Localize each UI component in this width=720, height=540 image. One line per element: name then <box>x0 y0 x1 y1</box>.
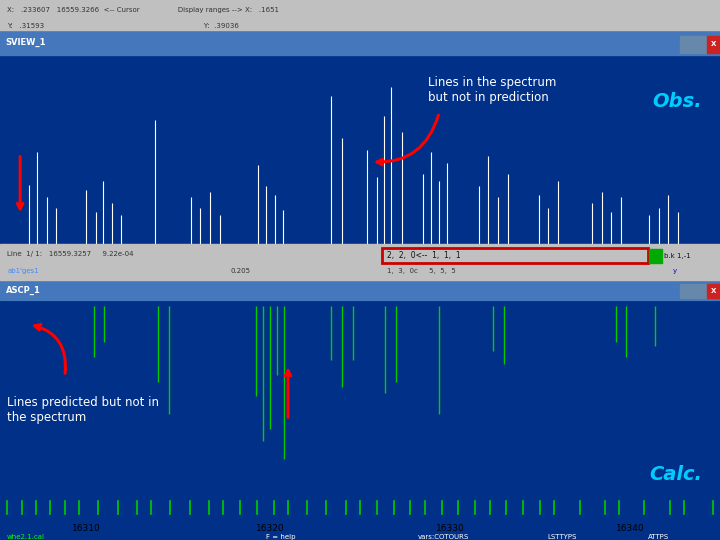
Text: 16320: 16320 <box>256 523 284 532</box>
Bar <box>693 284 706 298</box>
Text: X: X <box>711 41 716 47</box>
Bar <box>707 36 720 53</box>
Text: Line  1/ 1:   16559.3257     9.22e-04: Line 1/ 1: 16559.3257 9.22e-04 <box>7 251 134 257</box>
Text: ab1'ges1: ab1'ges1 <box>7 268 39 274</box>
Text: Calc.: Calc. <box>649 465 702 484</box>
Text: 1,  3,  0c     5,  5,  5: 1, 3, 0c 5, 5, 5 <box>387 268 456 274</box>
Text: Double chlorine nuclear quadrupole hyperfine structure:: Double chlorine nuclear quadrupole hyper… <box>11 17 679 38</box>
Text: 16340: 16340 <box>616 523 644 532</box>
Text: b.k 1,-1: b.k 1,-1 <box>664 253 690 259</box>
Text: ATTPS: ATTPS <box>648 534 669 540</box>
Text: Y:   .31593                                                                     : Y: .31593 <box>7 23 239 29</box>
Text: 16340: 16340 <box>615 266 645 276</box>
Text: Obs.: Obs. <box>652 92 702 111</box>
Text: 2,  2,  0<--  1,  1,  1: 2, 2, 0<-- 1, 1, 1 <box>387 252 461 260</box>
Text: 16310: 16310 <box>71 266 102 276</box>
Text: y: y <box>673 268 678 274</box>
Bar <box>680 284 693 298</box>
Bar <box>0 244 720 280</box>
Bar <box>0 0 720 30</box>
Text: X: X <box>711 288 716 294</box>
Text: ASCP_1: ASCP_1 <box>6 286 40 295</box>
Bar <box>707 284 720 298</box>
Text: ...1a\whe2\3009.07.Ar2.b12.age: ...1a\whe2\3009.07.Ar2.b12.age <box>302 287 426 296</box>
Bar <box>0 284 720 300</box>
Text: 16330: 16330 <box>436 523 464 532</box>
Text: 16330: 16330 <box>435 266 465 276</box>
Text: F=help: F=help <box>626 287 654 296</box>
Bar <box>0 280 720 300</box>
Bar <box>383 249 647 262</box>
Bar <box>680 36 693 53</box>
Text: 0.205: 0.205 <box>230 268 251 274</box>
Text: Lines predicted but not in
the spectrum: Lines predicted but not in the spectrum <box>7 396 159 424</box>
Text: LSTTYPS: LSTTYPS <box>547 534 577 540</box>
Text: whe2.1.cal: whe2.1.cal <box>7 534 45 540</box>
Text: vars:COTOURS: vars:COTOURS <box>418 534 469 540</box>
Bar <box>649 249 662 262</box>
Text: X:   .233607   16559.3266  <-- Cursor                 Display ranges --> X:   .1: X: .233607 16559.3266 <-- Cursor Display… <box>7 7 279 13</box>
Text: 16320: 16320 <box>255 266 285 276</box>
Text: SVIEW_1: SVIEW_1 <box>6 38 46 48</box>
Bar <box>0 30 720 55</box>
Text: 16310: 16310 <box>72 523 101 532</box>
Bar <box>382 248 648 264</box>
Bar <box>693 36 706 53</box>
Text: Lines in the spectrum
but not in prediction: Lines in the spectrum but not in predict… <box>428 76 557 104</box>
Text: whe2.1'r: whe2.1'r <box>7 287 40 296</box>
Text: F = help: F = help <box>266 534 296 540</box>
